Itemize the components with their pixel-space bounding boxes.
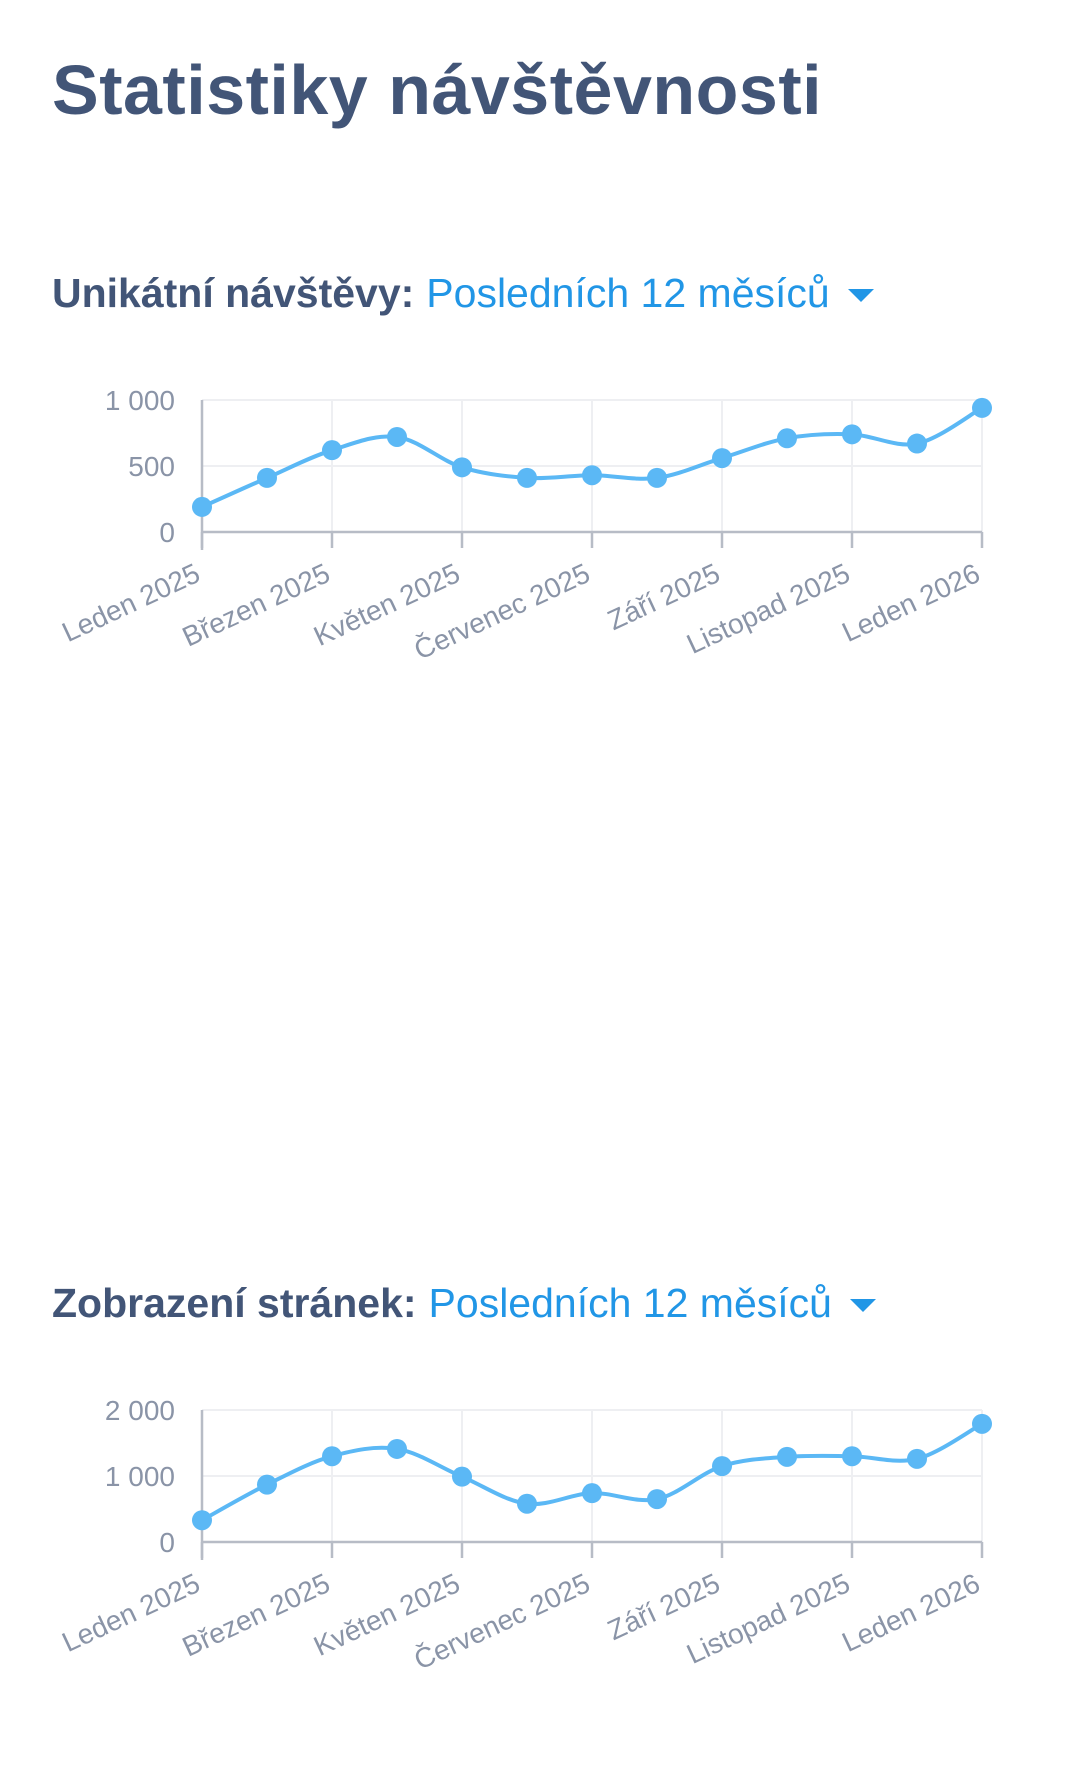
x-tick-label: Leden 2026 bbox=[837, 557, 984, 648]
data-point[interactable] bbox=[257, 467, 277, 488]
y-tick-label: 0 bbox=[159, 517, 175, 548]
data-point[interactable] bbox=[387, 426, 407, 447]
data-point[interactable] bbox=[192, 1510, 212, 1531]
unique-visits-label: Unikátní návštěvy: bbox=[52, 270, 415, 316]
data-point[interactable] bbox=[582, 1483, 602, 1504]
data-point[interactable] bbox=[777, 428, 797, 449]
data-point[interactable] bbox=[842, 1446, 862, 1467]
page-title: Statistiky návštěvnosti bbox=[52, 51, 823, 129]
data-point[interactable] bbox=[517, 467, 537, 488]
data-point[interactable] bbox=[907, 433, 927, 454]
data-point[interactable] bbox=[712, 1456, 732, 1477]
data-point[interactable] bbox=[582, 465, 602, 486]
y-tick-label: 1 000 bbox=[105, 1461, 175, 1492]
x-tick-label: Leden 2026 bbox=[837, 1567, 984, 1658]
data-point[interactable] bbox=[842, 424, 862, 445]
page-views-label: Zobrazení stránek: bbox=[52, 1280, 417, 1326]
data-point[interactable] bbox=[972, 1413, 992, 1434]
page-views-period-dropdown[interactable]: Posledních 12 měsíců bbox=[429, 1280, 876, 1327]
y-tick-label: 1 000 bbox=[105, 385, 175, 416]
page-views-period-value: Posledních 12 měsíců bbox=[428, 1280, 832, 1326]
data-point[interactable] bbox=[517, 1493, 537, 1514]
data-point[interactable] bbox=[712, 448, 732, 469]
data-point[interactable] bbox=[192, 496, 212, 517]
page-views-header: Zobrazení stránek: Posledních 12 měsíců bbox=[52, 1280, 876, 1327]
caret-down-icon bbox=[847, 289, 874, 302]
data-point[interactable] bbox=[322, 1446, 342, 1467]
data-point[interactable] bbox=[387, 1438, 407, 1459]
data-point[interactable] bbox=[452, 457, 472, 478]
data-point[interactable] bbox=[647, 467, 667, 488]
data-point[interactable] bbox=[257, 1474, 277, 1495]
data-point[interactable] bbox=[972, 397, 992, 418]
data-point[interactable] bbox=[777, 1446, 797, 1467]
data-point[interactable] bbox=[907, 1448, 927, 1469]
y-tick-label: 0 bbox=[159, 1527, 175, 1558]
y-tick-label: 500 bbox=[128, 451, 175, 482]
data-point[interactable] bbox=[322, 440, 342, 461]
caret-down-icon bbox=[849, 1299, 876, 1312]
unique-visits-period-dropdown[interactable]: Posledních 12 měsíců bbox=[426, 270, 874, 317]
data-point[interactable] bbox=[647, 1489, 667, 1510]
data-point[interactable] bbox=[452, 1466, 472, 1487]
unique-visits-header: Unikátní návštěvy: Posledních 12 měsíců bbox=[52, 270, 874, 317]
y-tick-label: 2 000 bbox=[105, 1395, 175, 1426]
x-tick-label: Březen 2025 bbox=[178, 557, 335, 652]
unique-visits-period-value: Posledních 12 měsíců bbox=[426, 270, 830, 316]
x-tick-label: Březen 2025 bbox=[178, 1567, 335, 1662]
